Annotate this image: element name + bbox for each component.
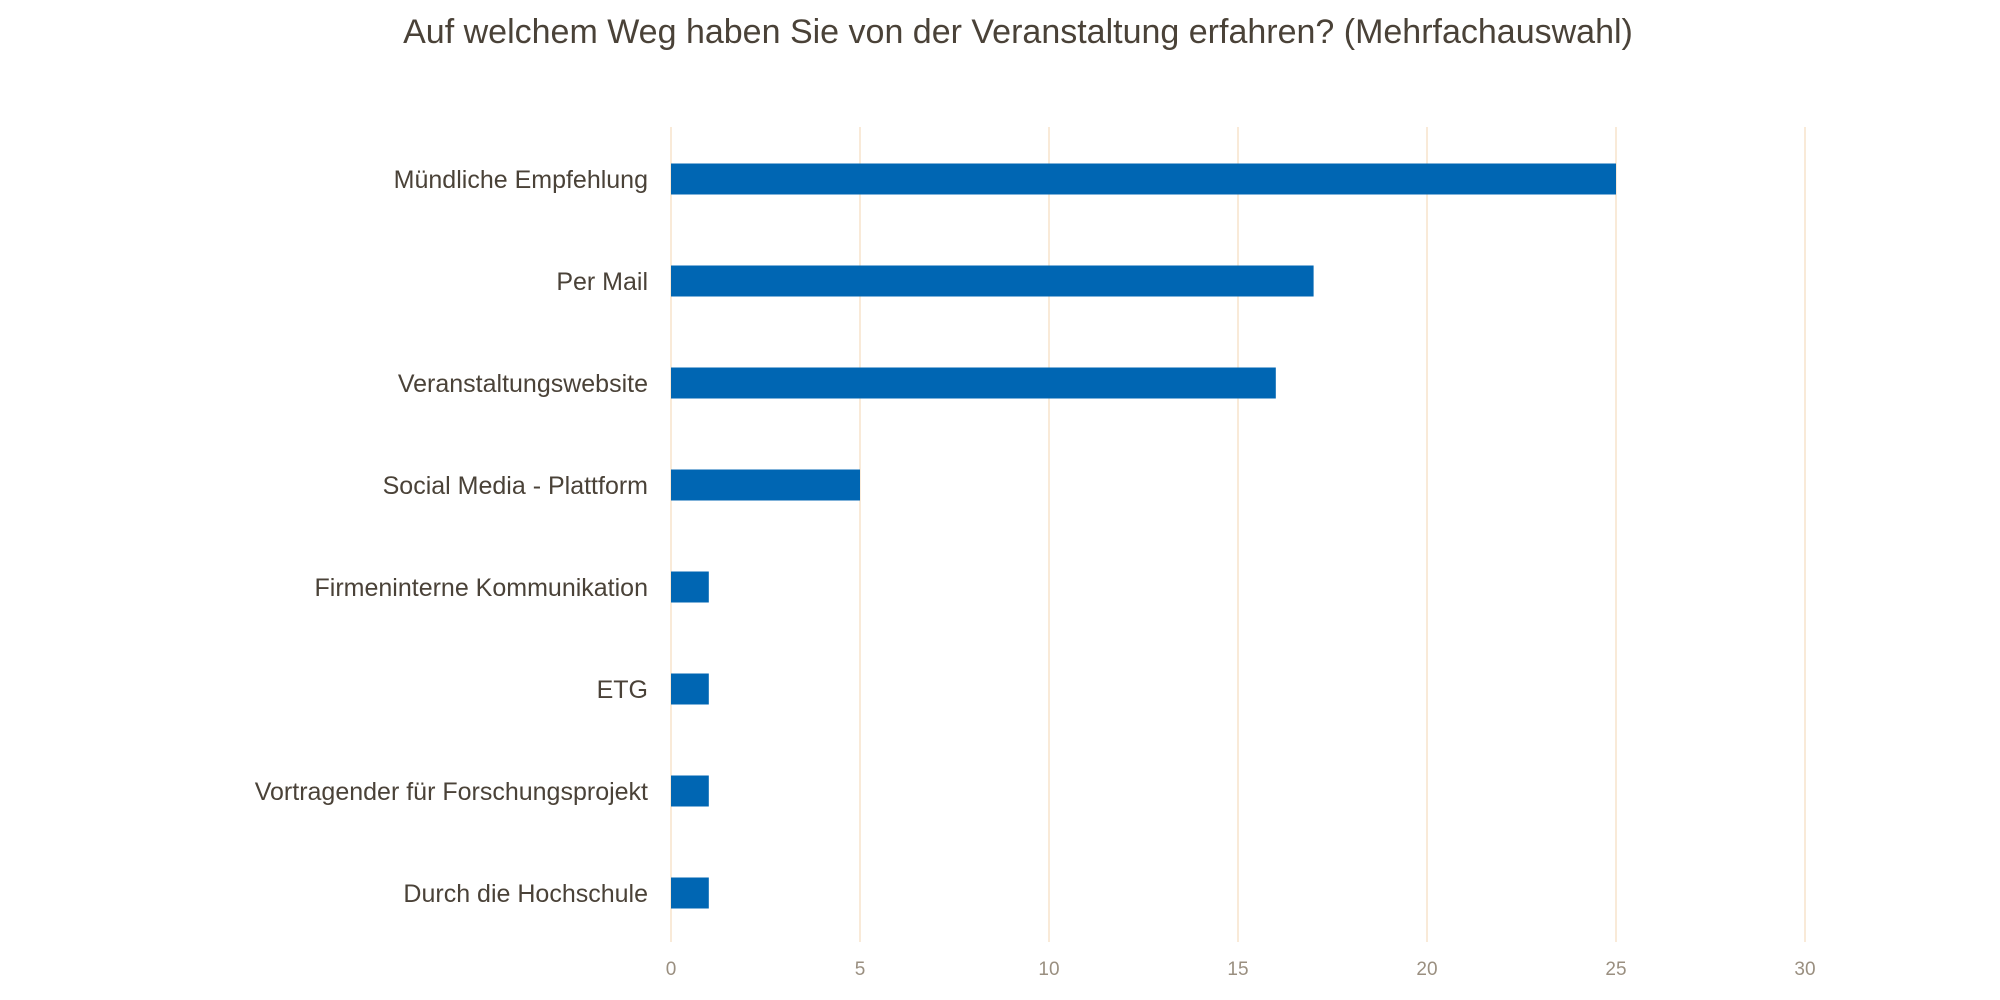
category-labels: Mündliche Empfehlung Per Mail Veranstaltun… — [255, 166, 648, 908]
bar-7 — [671, 877, 709, 909]
category-label: Social Media - Plattform — [383, 472, 648, 500]
bar-6 — [671, 775, 709, 807]
bars — [671, 163, 1616, 909]
bar-1 — [671, 265, 1314, 297]
category-label: Per Mail — [556, 268, 648, 296]
category-label: Durch die Hochschule — [403, 880, 648, 908]
category-label: Mündliche Empfehlung — [394, 166, 648, 194]
x-tick-label: 15 — [1227, 959, 1248, 980]
bar-5 — [671, 673, 709, 705]
bar-4 — [671, 571, 709, 603]
category-label: ETG — [597, 676, 648, 704]
x-tick-label: 20 — [1416, 959, 1437, 980]
chart-title: Auf welchem Weg haben Sie von der Verans… — [403, 13, 1633, 51]
category-label: Veranstaltungswebsite — [398, 370, 648, 398]
gridlines — [670, 127, 1806, 942]
bar-0 — [671, 163, 1616, 195]
category-label: Vortragender für Forschungsprojekt — [255, 778, 648, 806]
category-label: Firmeninterne Kommunikation — [315, 574, 648, 602]
x-tick-label: 30 — [1794, 959, 1815, 980]
x-tick-label: 10 — [1038, 959, 1059, 980]
x-tick-label: 25 — [1605, 959, 1626, 980]
bar-3 — [671, 469, 860, 501]
x-tick-label: 5 — [855, 959, 866, 980]
x-axis-ticks: 0 5 10 15 20 25 30 — [666, 959, 1816, 980]
bar-2 — [671, 367, 1276, 399]
x-tick-label: 0 — [666, 959, 677, 980]
